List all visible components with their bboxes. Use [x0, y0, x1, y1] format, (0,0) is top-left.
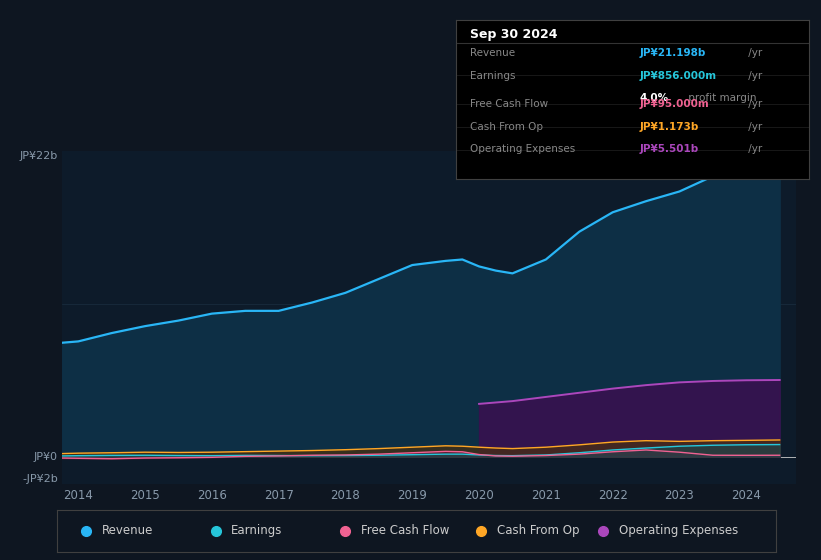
Text: 4.0%: 4.0% [640, 93, 668, 103]
Text: JP¥0: JP¥0 [34, 451, 58, 461]
Text: JP¥21.198b: JP¥21.198b [640, 48, 705, 58]
Text: JP¥1.173b: JP¥1.173b [640, 122, 699, 132]
Text: Revenue: Revenue [470, 48, 515, 58]
Text: profit margin: profit margin [686, 93, 757, 103]
Text: JP¥22b: JP¥22b [20, 151, 58, 161]
Text: /yr: /yr [745, 122, 763, 132]
Text: Cash From Op: Cash From Op [470, 122, 543, 132]
Text: /yr: /yr [745, 100, 763, 109]
Text: Earnings: Earnings [470, 71, 516, 81]
Text: Earnings: Earnings [232, 524, 282, 537]
Text: JP¥5.501b: JP¥5.501b [640, 144, 699, 154]
Text: Free Cash Flow: Free Cash Flow [360, 524, 449, 537]
Text: JP¥95.000m: JP¥95.000m [640, 100, 709, 109]
Text: -JP¥2b: -JP¥2b [22, 474, 58, 484]
Text: Sep 30 2024: Sep 30 2024 [470, 27, 557, 40]
Text: Free Cash Flow: Free Cash Flow [470, 100, 548, 109]
Text: /yr: /yr [745, 144, 763, 154]
Text: /yr: /yr [745, 48, 763, 58]
Text: Operating Expenses: Operating Expenses [470, 144, 575, 154]
Text: Operating Expenses: Operating Expenses [619, 524, 738, 537]
Text: Revenue: Revenue [102, 524, 154, 537]
Text: /yr: /yr [745, 71, 763, 81]
Text: Cash From Op: Cash From Op [498, 524, 580, 537]
Text: JP¥856.000m: JP¥856.000m [640, 71, 717, 81]
